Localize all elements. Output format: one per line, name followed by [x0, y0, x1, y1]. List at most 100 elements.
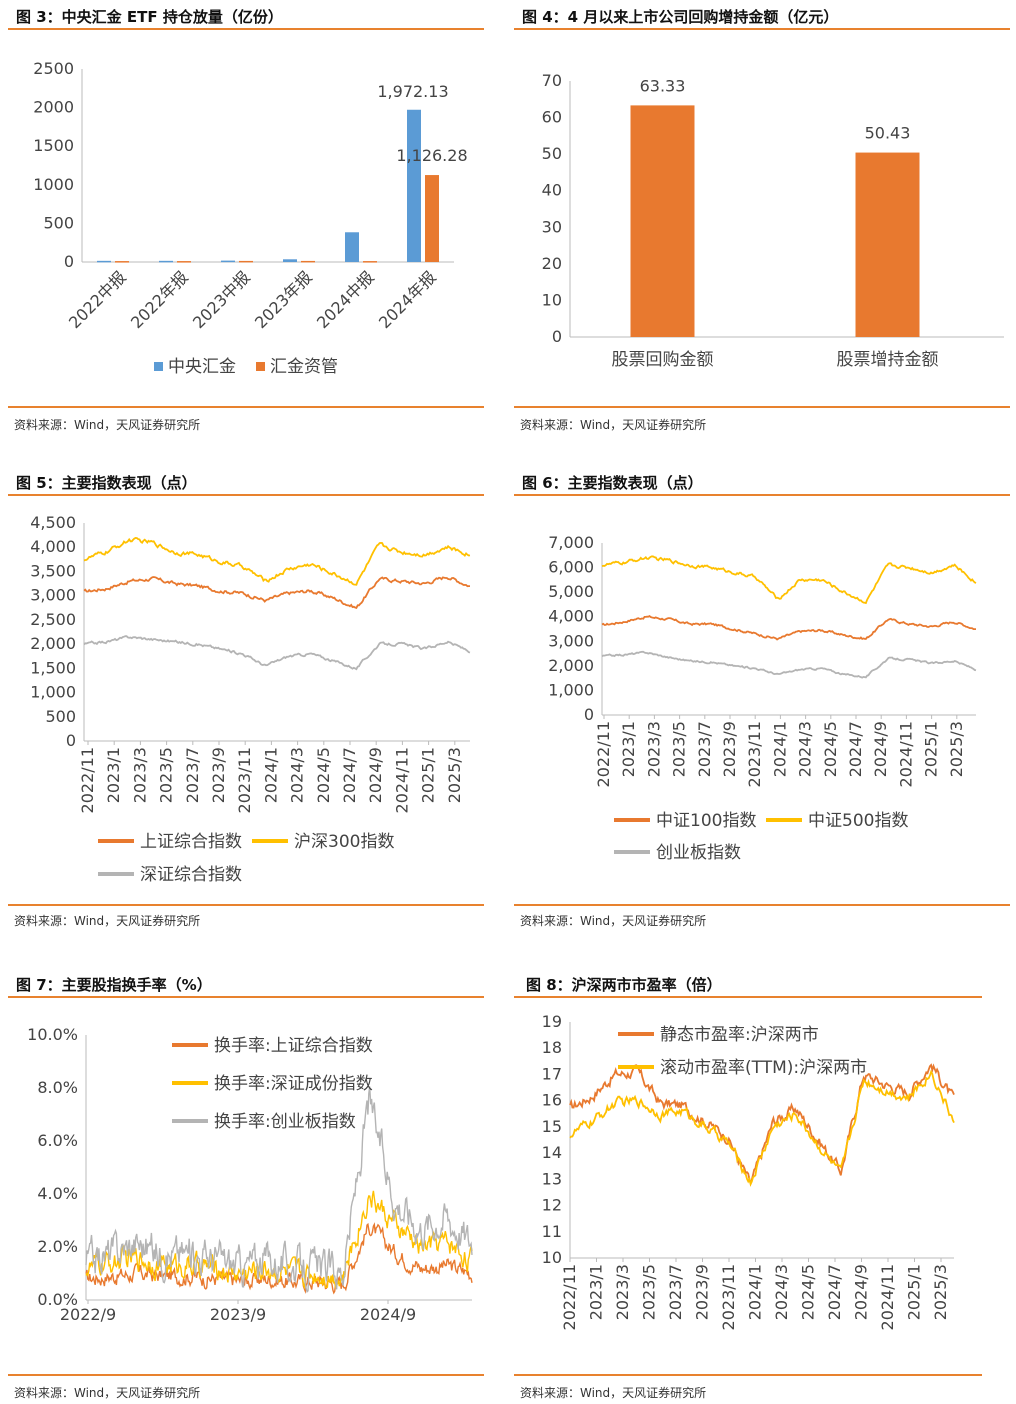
source-note: 资料来源：Wind，天风证券研究所: [14, 1386, 201, 1400]
bar: [301, 260, 315, 263]
chart-fig7: 10.0% 8.0% 6.0% 4.0% 2.0% 0.0%2022/9 2023/9 202…: [27, 1025, 473, 1324]
bar: [283, 259, 297, 262]
y-tick-label: 1,000: [30, 683, 76, 702]
series-line: [83, 635, 471, 671]
bar: [345, 232, 359, 262]
y-tick-label: 4,000: [30, 537, 76, 556]
y-tick-label: 40: [542, 181, 562, 200]
x-tick-label: 2024/1: [746, 1264, 765, 1320]
title-rule: [8, 494, 484, 496]
y-tick-label: 3,500: [30, 561, 76, 580]
bar: [221, 260, 235, 263]
x-tick-label: 2024/7: [825, 1264, 844, 1320]
bar: [407, 109, 421, 263]
chart-fig4: 70 60 50 40 30 20 10 0 63.33 股票回购金额 50.43 股票增持金额: [542, 71, 1004, 370]
legend-swatch: [154, 362, 163, 371]
y-tick-label: 15: [542, 1117, 562, 1136]
legend-label: 滚动市盈率(TTM):沪深两市: [660, 1058, 867, 1078]
series-line: [569, 1069, 955, 1187]
title-rule: [514, 996, 982, 998]
x-tick-label: 2024/9: [366, 747, 385, 803]
bar: [115, 261, 129, 263]
y-tick-label: 12: [542, 1196, 562, 1215]
y-tick-label: 2.0%: [37, 1237, 78, 1256]
x-tick-label: 2024中报: [313, 267, 378, 332]
legend-label: 上证综合指数: [140, 832, 242, 852]
title-rule: [514, 494, 1010, 496]
legend-label: 沪深300指数: [294, 832, 394, 852]
x-tick-label: 2023/11: [719, 1264, 738, 1330]
series-line: [85, 1190, 473, 1290]
source-rule: [514, 1374, 982, 1376]
legend-label: 中证100指数: [656, 811, 756, 831]
y-tick-label: 0: [584, 705, 594, 724]
x-tick-label: 2024/5: [314, 747, 333, 803]
y-tick-label: 60: [542, 108, 562, 127]
y-tick-label: 50: [542, 144, 562, 163]
y-tick-label: 13: [542, 1169, 562, 1188]
bar: [177, 261, 191, 263]
y-tick-label: 5,000: [548, 582, 594, 601]
y-tick-label: 500: [43, 213, 74, 232]
x-tick-label: 2024/7: [846, 721, 865, 777]
y-tick-label: 20: [542, 254, 562, 273]
y-tick-label: 4,500: [30, 513, 76, 532]
bar: [425, 175, 439, 262]
y-tick-label: 500: [45, 707, 76, 726]
bar: [630, 105, 695, 337]
x-tick-label: 2025/1: [905, 1264, 924, 1320]
x-tick-label: 2024/5: [799, 1264, 818, 1320]
x-tick-label: 2024/9: [360, 1305, 416, 1324]
x-tick-label: 2024/3: [796, 721, 815, 777]
chart-title: 图 6：主要指数表现（点）: [522, 474, 703, 492]
y-tick-label: 30: [542, 217, 562, 236]
chart-title: 图 3：中央汇金 ETF 持仓放量（亿份）: [16, 8, 283, 26]
y-tick-label: 6.0%: [37, 1131, 78, 1150]
x-tick-label: 2023/3: [644, 721, 663, 777]
y-tick-label: 2500: [33, 59, 74, 78]
source-note: 资料来源：Wind，天风证券研究所: [14, 418, 201, 432]
panel-fig8: 图 8：沪深两市市盈率（倍） 19 18 17 16 15 14 13 12 11 10 2022/…: [514, 972, 984, 1402]
x-tick-label: 2024/11: [392, 747, 411, 813]
y-tick-label: 1500: [33, 136, 74, 155]
x-tick-label: 2025/1: [419, 747, 438, 803]
y-tick-label: 10: [542, 1248, 562, 1267]
source-rule: [514, 406, 1010, 408]
series-line: [85, 1086, 473, 1294]
source-note: 资料来源：Wind，天风证券研究所: [520, 914, 707, 928]
y-tick-label: 0: [66, 731, 76, 750]
y-tick-label: 19: [542, 1012, 562, 1031]
data-label: 63.33: [640, 76, 686, 95]
x-tick-label: 2024/9: [852, 1264, 871, 1320]
source-rule: [8, 406, 484, 408]
y-tick-label: 3,000: [30, 586, 76, 605]
y-tick-label: 2,500: [30, 610, 76, 629]
chart-title: 图 5：主要指数表现（点）: [16, 474, 197, 492]
y-tick-label: 2,000: [548, 656, 594, 675]
legend-label: 中证500指数: [808, 811, 908, 831]
y-tick-label: 14: [542, 1143, 562, 1162]
y-tick-label: 0.0%: [37, 1290, 78, 1309]
x-tick-label: 2023/9: [209, 747, 228, 803]
legend-label: 换手率:创业板指数: [214, 1112, 356, 1132]
data-label: 50.43: [865, 124, 911, 143]
y-tick-label: 1000: [33, 175, 74, 194]
x-tick-label: 2023/5: [640, 1264, 659, 1320]
x-tick-label: 2023/11: [745, 721, 764, 787]
x-tick-label: 2023中报: [189, 267, 254, 332]
legend-label: 静态市盈率:沪深两市: [660, 1025, 819, 1045]
y-tick-label: 3,000: [548, 631, 594, 650]
legend-label: 汇金资管: [270, 357, 338, 377]
bar: [97, 260, 111, 263]
x-tick-label: 2023/7: [695, 721, 714, 777]
source-rule: [514, 904, 1010, 906]
x-tick-label: 2025/3: [947, 721, 966, 777]
legend-label: 换手率:上证综合指数: [214, 1036, 373, 1056]
title-rule: [8, 28, 484, 30]
bar: [363, 261, 377, 263]
source-note: 资料来源：Wind，天风证券研究所: [520, 418, 707, 432]
data-label: 1,972.13: [377, 82, 448, 101]
x-tick-label: 2023年报: [251, 267, 316, 332]
bar: [855, 152, 920, 337]
